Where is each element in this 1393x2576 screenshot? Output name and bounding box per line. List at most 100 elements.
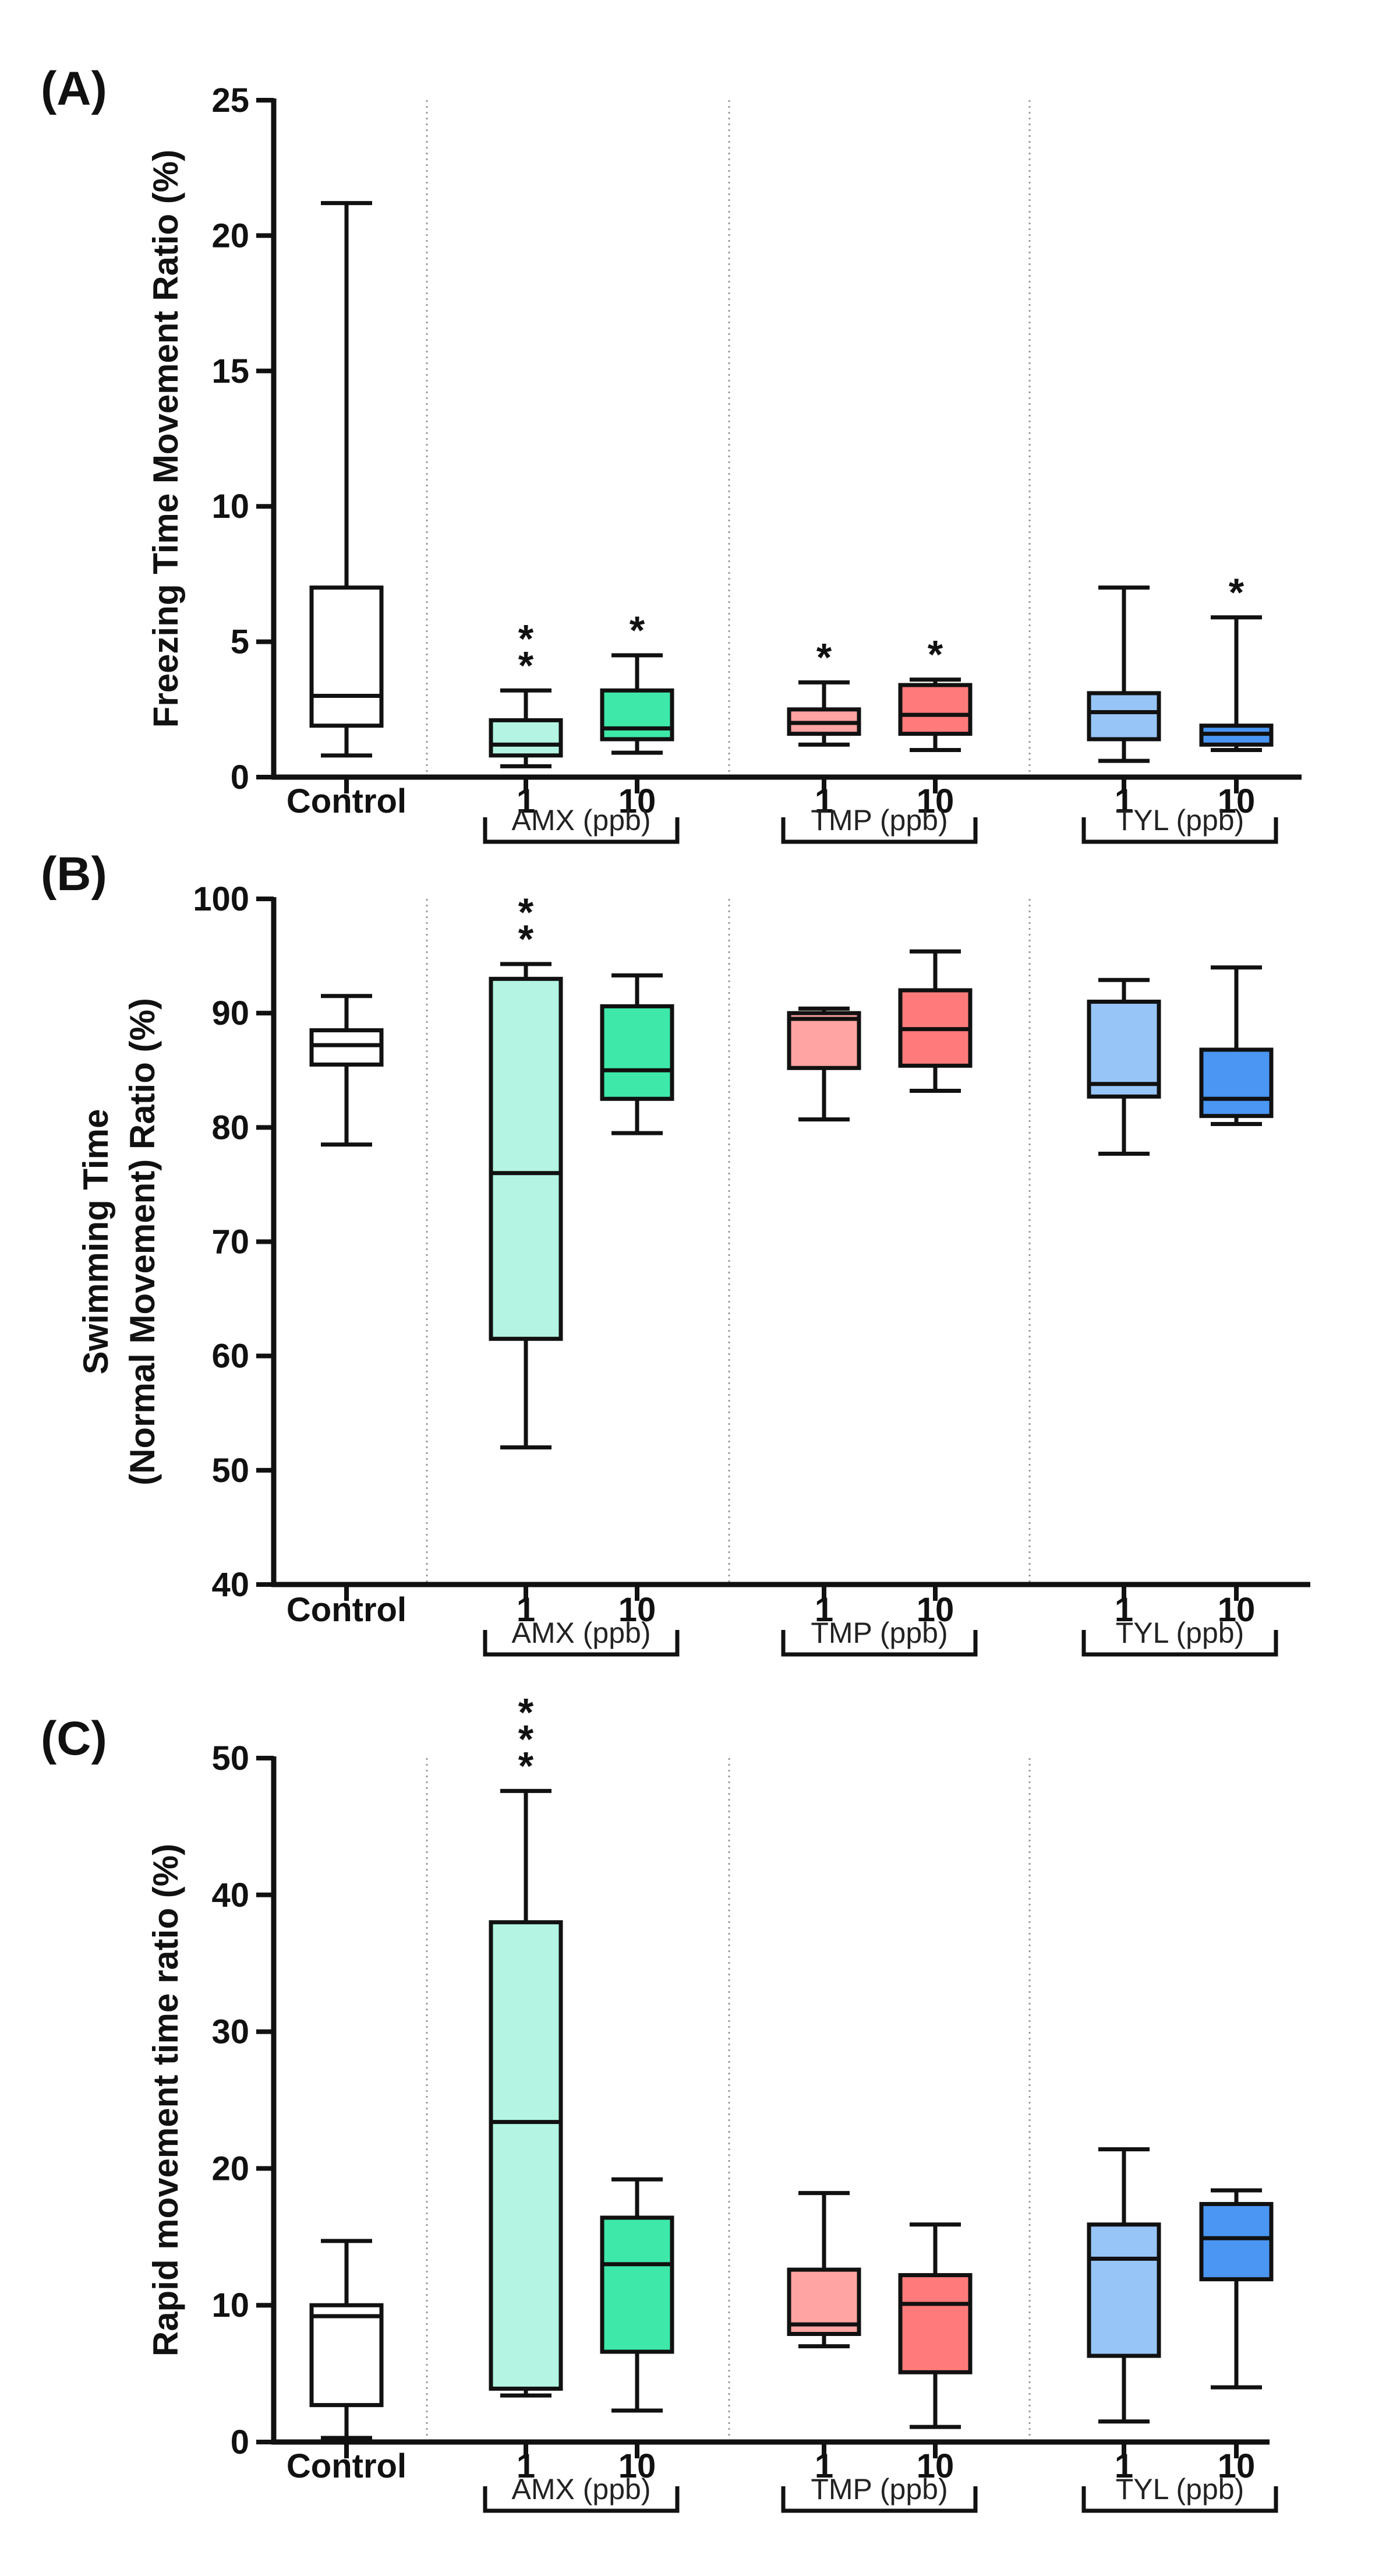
chart-panel-c: (C) 0 10 20 30 40 50 Rapid movement time ratio … <box>41 1690 1278 2513</box>
box-iqr <box>1087 691 1161 742</box>
y-tick-label: 40 <box>211 1876 249 1914</box>
x-tick-label: 10 <box>1218 782 1256 820</box>
box-tmp-10 <box>898 949 973 1093</box>
x-tick-label: Control <box>287 2447 406 2485</box>
y-axis-title: Swimming Time <box>76 1109 115 1375</box>
group-label: TYL (ppb) <box>1116 1617 1244 1649</box>
y-tick-label: 70 <box>211 1223 249 1261</box>
panel-label: (B) <box>41 848 107 901</box>
group-bracket <box>483 817 680 844</box>
box-tyl-10 <box>1199 965 1274 1126</box>
significance-marker: * <box>816 635 832 679</box>
significance-marker: * <box>630 608 645 652</box>
y-tick-label: 0 <box>231 2423 249 2461</box>
group-bracket <box>483 2486 680 2513</box>
y-tick-label: 30 <box>211 2013 249 2051</box>
y-tick-label: 50 <box>211 1739 249 1777</box>
x-tick-label: 1 <box>1115 2447 1133 2485</box>
box-tyl-10 <box>1199 2188 1274 2390</box>
box-iqr <box>489 718 563 758</box>
group-bracket <box>1081 2486 1278 2513</box>
box-control <box>309 994 384 1147</box>
box-tyl-10: ** <box>1199 570 1274 753</box>
group-label: TYL (ppb) <box>1116 804 1244 837</box>
panel-label: (C) <box>41 1712 107 1765</box>
box-amx-10: ** <box>600 608 674 755</box>
box-iqr <box>1199 2201 1274 2282</box>
y-axis-title-line2: (Normal Movement) Ratio (%) <box>123 998 162 1485</box>
group-label: AMX (ppb) <box>512 2473 651 2506</box>
significance-marker: * <box>518 917 534 961</box>
significance-marker: * <box>1229 570 1244 615</box>
x-tick-label: 10 <box>917 1591 954 1629</box>
box-iqr <box>1199 1047 1274 1118</box>
significance-marker: * <box>928 633 943 677</box>
x-tick-label: 1 <box>517 1591 535 1629</box>
box-amx-1: **** <box>489 890 563 1450</box>
chart-panel-a: (A) 0 5 10 15 20 25 Freezing Time Movement Rati… <box>41 62 1302 844</box>
box-iqr <box>1087 2222 1161 2358</box>
significance-marker: * <box>518 1744 534 1788</box>
significance-marker: * <box>518 1690 534 1734</box>
y-tick-label: 15 <box>211 352 249 390</box>
box-tmp-1: ** <box>787 635 861 747</box>
x-tick-label: 10 <box>917 782 954 820</box>
group-label: TMP (ppb) <box>811 804 947 837</box>
y-tick-label: 20 <box>211 2150 249 2187</box>
chart-panel-b: (B) 40 50 60 70 80 90 100 Swimming Time (Normal M… <box>41 848 1310 1657</box>
x-tick-label: 1 <box>517 2447 535 2485</box>
box-tyl-1 <box>1087 585 1161 763</box>
group-bracket <box>781 1630 978 1657</box>
box-iqr <box>898 2273 973 2374</box>
panel-label: (A) <box>41 62 107 115</box>
y-tick-label: 80 <box>211 1109 249 1146</box>
box-iqr <box>600 2215 674 2354</box>
group-bracket <box>1081 817 1278 844</box>
box-iqr <box>898 683 973 736</box>
x-tick-label: 10 <box>618 1591 656 1629</box>
x-tick-label: 1 <box>517 782 535 820</box>
y-tick-label: 20 <box>211 217 249 255</box>
group-label: TMP (ppb) <box>811 1617 947 1649</box>
box-iqr <box>309 1028 384 1067</box>
group-label: TYL (ppb) <box>1116 2473 1244 2506</box>
y-tick-label: 50 <box>211 1452 249 1490</box>
y-tick-label: 40 <box>211 1566 249 1604</box>
box-control <box>309 2239 384 2440</box>
box-control <box>309 201 384 758</box>
box-iqr <box>1087 1000 1161 1099</box>
group-bracket <box>1081 1630 1278 1657</box>
box-iqr <box>787 1011 861 1070</box>
box-iqr <box>309 2303 384 2408</box>
significance-marker: * <box>518 1717 534 1761</box>
box-amx-1: **** <box>489 616 563 768</box>
box-iqr <box>489 976 563 1341</box>
box-tmp-10: ** <box>898 633 973 753</box>
group-label: TMP (ppb) <box>811 2473 947 2506</box>
x-tick-label: Control <box>287 782 406 820</box>
box-tyl-1 <box>1087 2147 1161 2424</box>
x-tick-label: 10 <box>1218 1591 1256 1629</box>
group-bracket <box>483 1630 680 1657</box>
y-tick-label: 10 <box>211 2286 249 2324</box>
y-axis-title: Rapid movement time ratio (%) <box>146 1844 185 2356</box>
group-bracket <box>781 817 978 844</box>
y-tick-label: 60 <box>211 1338 249 1375</box>
y-tick-label: 100 <box>193 880 249 918</box>
box-iqr <box>600 1004 674 1101</box>
x-tick-label: 10 <box>917 2447 954 2485</box>
box-iqr <box>309 585 384 728</box>
box-amx-1: ****** <box>489 1690 563 2398</box>
y-tick-label: 90 <box>211 994 249 1032</box>
significance-marker: * <box>518 643 534 687</box>
x-tick-label: 1 <box>815 782 833 820</box>
x-tick-label: 10 <box>618 782 656 820</box>
x-tick-label: 1 <box>815 2447 833 2485</box>
box-tmp-10 <box>898 2222 973 2429</box>
box-tmp-1 <box>787 2191 861 2349</box>
y-tick-label: 5 <box>231 623 249 661</box>
x-tick-label: Control <box>287 1591 406 1629</box>
x-tick-label: 10 <box>1218 2447 1256 2485</box>
x-tick-label: 10 <box>618 2447 656 2485</box>
